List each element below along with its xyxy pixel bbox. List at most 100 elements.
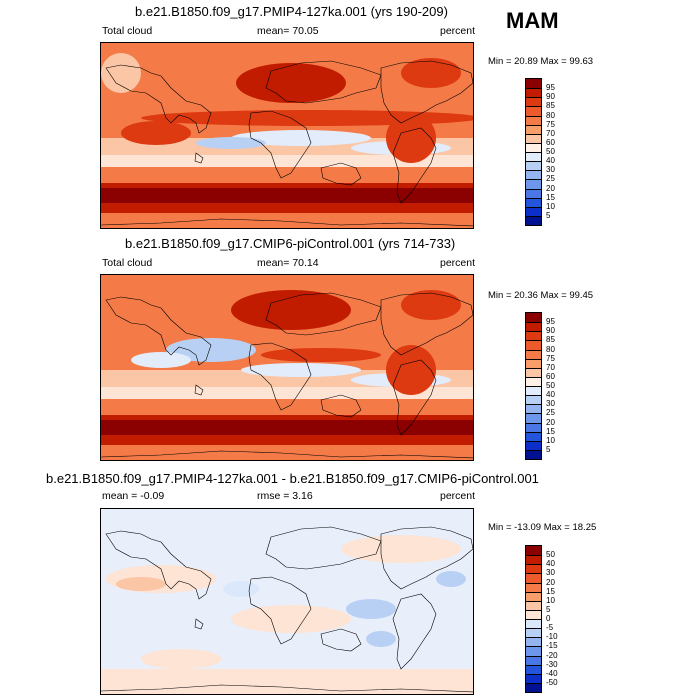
colorbar-swatch — [526, 133, 541, 143]
colorbar-tick-label: 75 — [546, 119, 555, 129]
colorbar-swatch — [526, 170, 541, 180]
colorbar-swatch — [526, 358, 541, 368]
colorbar-tick-label: -20 — [546, 650, 558, 660]
panel-3-units-label: percent — [440, 490, 476, 502]
colorbar-tick-label: 50 — [546, 550, 555, 560]
panel-2-map-field — [101, 275, 473, 460]
colorbar-swatch — [526, 449, 541, 459]
colorbar-swatch — [526, 386, 541, 396]
colorbar-tick-label: 20 — [546, 417, 555, 427]
colorbar-swatch — [526, 637, 541, 647]
colorbar-swatch — [526, 655, 541, 665]
colorbar-swatch — [526, 188, 541, 198]
colorbar-tick-label: -5 — [546, 623, 554, 633]
colorbar-swatch — [526, 322, 541, 332]
colorbar-swatch — [526, 115, 541, 125]
season-label: MAM — [506, 8, 559, 33]
colorbar-tick-label: 30 — [546, 399, 555, 409]
colorbar-swatch — [526, 555, 541, 565]
colorbar-tick-label: 25 — [546, 408, 555, 418]
colorbar-swatch — [526, 440, 541, 450]
colorbar-tick-label: 60 — [546, 137, 555, 147]
colorbar-tick-label: 95 — [546, 83, 555, 93]
colorbar-tick-label: 80 — [546, 110, 555, 120]
colorbar-swatch — [526, 197, 541, 207]
colorbar-tick-label: 40 — [546, 559, 555, 569]
panel-1-colorbar — [525, 78, 542, 226]
colorbar-tick-label: 85 — [546, 101, 555, 111]
panel-2-minmax-label: Min = 20.36 Max = 99.45 — [488, 290, 594, 301]
colorbar-swatch — [526, 215, 541, 225]
colorbar-swatch — [526, 682, 541, 692]
colorbar-tick-label: 85 — [546, 335, 555, 345]
colorbar-tick-label: 20 — [546, 577, 555, 587]
colorbar-swatch — [526, 179, 541, 189]
colorbar-swatch — [526, 97, 541, 107]
colorbar-tick-label: 95 — [546, 317, 555, 327]
colorbar-tick-label: 70 — [546, 128, 555, 138]
colorbar-swatch — [526, 152, 541, 162]
colorbar-tick-label: -40 — [546, 668, 558, 678]
colorbar-tick-label: 25 — [546, 174, 555, 184]
colorbar-tick-label: 0 — [546, 614, 551, 623]
panel-1-title: b.e21.B1850.f09_g17.PMIP4-127ka.001 (yrs… — [135, 4, 448, 19]
colorbar-tick-label: -10 — [546, 632, 558, 642]
colorbar-tick-label: 10 — [546, 595, 555, 605]
colorbar-swatch — [526, 142, 541, 152]
colorbar-swatch — [526, 591, 541, 601]
colorbar-swatch — [526, 349, 541, 359]
colorbar-swatch — [526, 376, 541, 386]
colorbar-swatch — [526, 609, 541, 619]
panel-1-map — [100, 42, 474, 229]
colorbar-tick-label: 15 — [546, 192, 555, 202]
colorbar-swatch — [526, 413, 541, 423]
panel-1-mean-label: mean= 70.05 — [257, 25, 319, 37]
colorbar-swatch — [526, 340, 541, 350]
colorbar-tick-label: 5 — [546, 604, 551, 614]
colorbar-swatch — [526, 79, 541, 89]
colorbar-tick-label: 50 — [546, 147, 555, 156]
colorbar-swatch — [526, 546, 541, 556]
panel-2-mean-label: mean= 70.14 — [257, 257, 319, 269]
panel-3-title: b.e21.B1850.f09_g17.PMIP4-127ka.001 - b.… — [46, 471, 539, 486]
panel-3-map-field — [101, 509, 473, 694]
panel-3-map — [100, 508, 474, 695]
colorbar-tick-label: 30 — [546, 165, 555, 175]
colorbar-swatch — [526, 628, 541, 638]
colorbar-tick-label: -50 — [546, 677, 558, 687]
colorbar-tick-label: 90 — [546, 326, 555, 336]
colorbar-tick-label: 30 — [546, 568, 555, 578]
panel-2-title: b.e21.B1850.f09_g17.CMIP6-piControl.001 … — [125, 236, 456, 251]
colorbar-swatch — [526, 582, 541, 592]
colorbar-tick-label: 15 — [546, 586, 555, 596]
colorbar-swatch — [526, 600, 541, 610]
panel-2-map — [100, 274, 474, 461]
panel-1-map-field — [101, 43, 473, 228]
colorbar-tick-label: 20 — [546, 183, 555, 193]
colorbar-tick-label: 90 — [546, 92, 555, 102]
colorbar-swatch — [526, 106, 541, 116]
colorbar-swatch — [526, 395, 541, 405]
panel-3-rmse-label: rmse = 3.16 — [257, 490, 313, 502]
colorbar-tick-label: 60 — [546, 371, 555, 381]
colorbar-swatch — [526, 313, 541, 323]
colorbar-tick-label: 10 — [546, 201, 555, 211]
panel-3-mean-label: mean = -0.09 — [102, 490, 165, 502]
colorbar-tick-label: 10 — [546, 435, 555, 445]
colorbar-tick-label: -30 — [546, 659, 558, 669]
colorbar-tick-label: 50 — [546, 381, 555, 390]
panel-3-minmax-label: Min = -13.09 Max = 18.25 — [488, 522, 597, 533]
panel-3-colorbar — [525, 545, 542, 693]
colorbar-tick-label: 15 — [546, 426, 555, 436]
colorbar-tick-label: -15 — [546, 641, 558, 651]
colorbar-swatch — [526, 664, 541, 674]
panel-2-units-label: percent — [440, 257, 476, 269]
colorbar-swatch — [526, 646, 541, 656]
panel-1-variable-label: Total cloud — [102, 25, 153, 37]
colorbar-tick-label: 40 — [546, 156, 555, 166]
colorbar-swatch — [526, 404, 541, 414]
colorbar-swatch — [526, 431, 541, 441]
colorbar-tick-label: 5 — [546, 210, 551, 220]
colorbar-tick-label: 70 — [546, 362, 555, 372]
colorbar-swatch — [526, 422, 541, 432]
